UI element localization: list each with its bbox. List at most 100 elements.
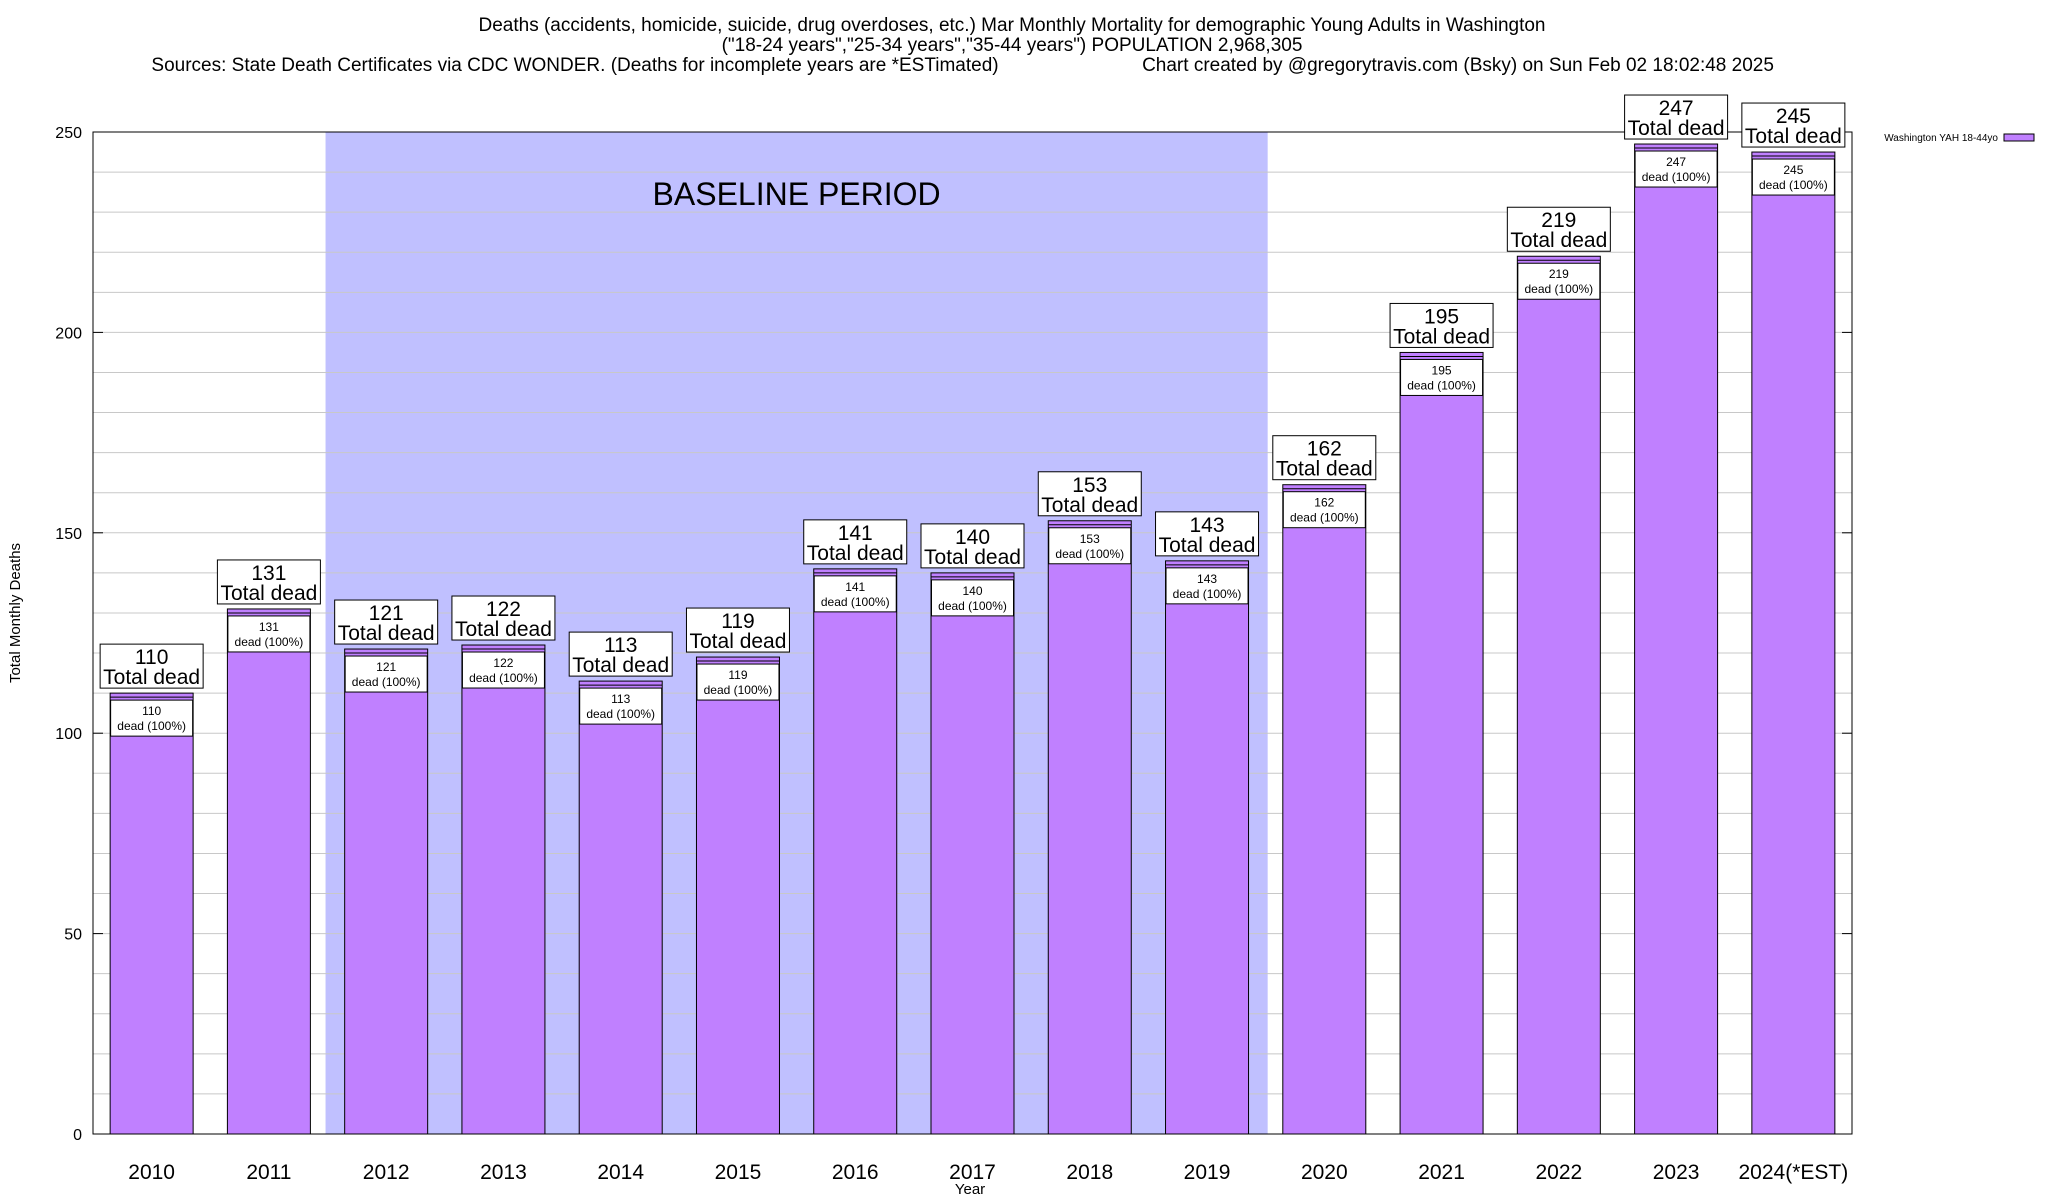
inner-value-label: 245	[1783, 163, 1803, 177]
top-label-box	[568, 631, 673, 677]
inner-value-label: 122	[493, 656, 513, 670]
inner-value-label: 219	[1549, 267, 1569, 281]
bar	[1165, 560, 1250, 1135]
top-label-box	[1037, 471, 1142, 517]
chart-subtitle: ("18-24 years","25-34 years","35-44 year…	[722, 35, 1303, 56]
bar	[1751, 151, 1836, 1135]
inner-dead-label: dead (100%)	[1055, 547, 1124, 561]
bar	[344, 648, 429, 1135]
top-total-label: Total dead	[1041, 494, 1138, 517]
bar	[1634, 143, 1719, 1135]
top-total-label: Total dead	[455, 618, 552, 641]
top-total-label: Total dead	[338, 622, 435, 645]
inner-dead-label: dead (100%)	[1407, 378, 1476, 392]
inner-dead-label: dead (100%)	[1524, 282, 1593, 296]
inner-label-box	[1165, 567, 1249, 605]
top-label-box	[1155, 511, 1260, 557]
top-value-label: 245	[1776, 105, 1811, 128]
bar	[578, 680, 663, 1135]
inner-value-label: 143	[1197, 572, 1217, 586]
top-value-label: 247	[1659, 97, 1694, 120]
top-total-label: Total dead	[1628, 117, 1725, 140]
inner-label-box	[1751, 158, 1835, 196]
top-label-box	[1272, 435, 1377, 481]
inner-label-box	[110, 699, 194, 737]
top-total-label: Total dead	[103, 666, 200, 689]
top-value-label: 219	[1541, 209, 1576, 232]
top-total-label: Total dead	[1745, 125, 1842, 148]
y-tick-label: 250	[55, 125, 82, 142]
legend: Washington YAH 18-44yo	[1884, 133, 2035, 144]
inner-dead-label: dead (100%)	[469, 671, 538, 685]
top-value-label: 131	[251, 562, 286, 585]
inner-dead-label: dead (100%)	[1642, 170, 1711, 184]
legend-swatch	[2003, 133, 2035, 142]
x-tick-label: 2017	[949, 1161, 996, 1184]
chart-sources: Sources: State Death Certificates via CD…	[151, 55, 998, 76]
top-value-label: 122	[486, 598, 521, 621]
x-tick-label: 2016	[832, 1161, 879, 1184]
top-label-box	[334, 599, 439, 645]
top-label-box	[803, 519, 908, 565]
inner-label-box	[696, 663, 780, 701]
top-value-label: 143	[1190, 514, 1225, 537]
inner-value-label: 140	[962, 584, 982, 598]
x-tick-label: 2018	[1066, 1161, 1113, 1184]
inner-label-box	[1282, 491, 1366, 529]
bar	[1516, 255, 1601, 1135]
baseline-period-label: BASELINE PERIOD	[653, 176, 941, 212]
inner-dead-label: dead (100%)	[117, 719, 186, 733]
bar	[695, 656, 780, 1135]
inner-label-box	[931, 579, 1014, 617]
top-label-box	[1741, 102, 1846, 148]
inner-label-box	[227, 615, 311, 653]
y-tick-label: 50	[64, 927, 82, 944]
top-total-label: Total dead	[1159, 534, 1256, 557]
top-label-box	[1506, 206, 1611, 252]
x-tick-label: 2020	[1301, 1161, 1348, 1184]
top-label-box	[1624, 94, 1729, 140]
top-label-box	[685, 607, 790, 653]
x-tick-label: 2011	[246, 1161, 291, 1184]
inner-value-label: 247	[1666, 155, 1686, 169]
inner-label-box	[1048, 527, 1132, 565]
bar	[1399, 351, 1484, 1135]
bar	[1047, 520, 1132, 1135]
x-tick-label: 2013	[480, 1161, 527, 1184]
bar	[1282, 484, 1367, 1135]
inner-dead-label: dead (100%)	[704, 683, 773, 697]
inner-value-label: 153	[1080, 532, 1100, 546]
inner-label-box	[813, 575, 897, 613]
x-tick-label: 2014	[597, 1161, 644, 1184]
top-total-label: Total dead	[924, 546, 1021, 569]
x-tick-label: 2010	[128, 1161, 175, 1184]
inner-label-box	[1634, 150, 1718, 188]
x-axis: 2010 2011 2012 2013 2014 2015 2016 2017 2018 2019…	[128, 1161, 1848, 1184]
top-value-label: 121	[369, 602, 404, 625]
x-tick-label: 2022	[1535, 1161, 1582, 1184]
inner-value-label: 141	[845, 580, 865, 594]
inner-value-label: 162	[1314, 496, 1334, 510]
top-label-box	[216, 559, 321, 605]
inner-label-box	[579, 687, 663, 725]
inner-dead-label: dead (100%)	[352, 675, 421, 689]
y-tick-label: 200	[55, 325, 82, 342]
inner-dead-label: dead (100%)	[1290, 511, 1359, 525]
y-tick-label: 100	[55, 726, 82, 743]
inner-label-box	[344, 655, 428, 693]
top-value-label: 162	[1307, 438, 1342, 461]
y-axis: 0 50 100 150 200 250	[55, 125, 1852, 1144]
inner-value-label: 131	[259, 620, 279, 634]
inner-value-label: 121	[376, 660, 396, 674]
bar	[461, 644, 546, 1135]
top-total-label: Total dead	[1276, 458, 1373, 481]
x-tick-label: 2021	[1418, 1161, 1465, 1184]
top-value-label: 153	[1072, 474, 1107, 497]
